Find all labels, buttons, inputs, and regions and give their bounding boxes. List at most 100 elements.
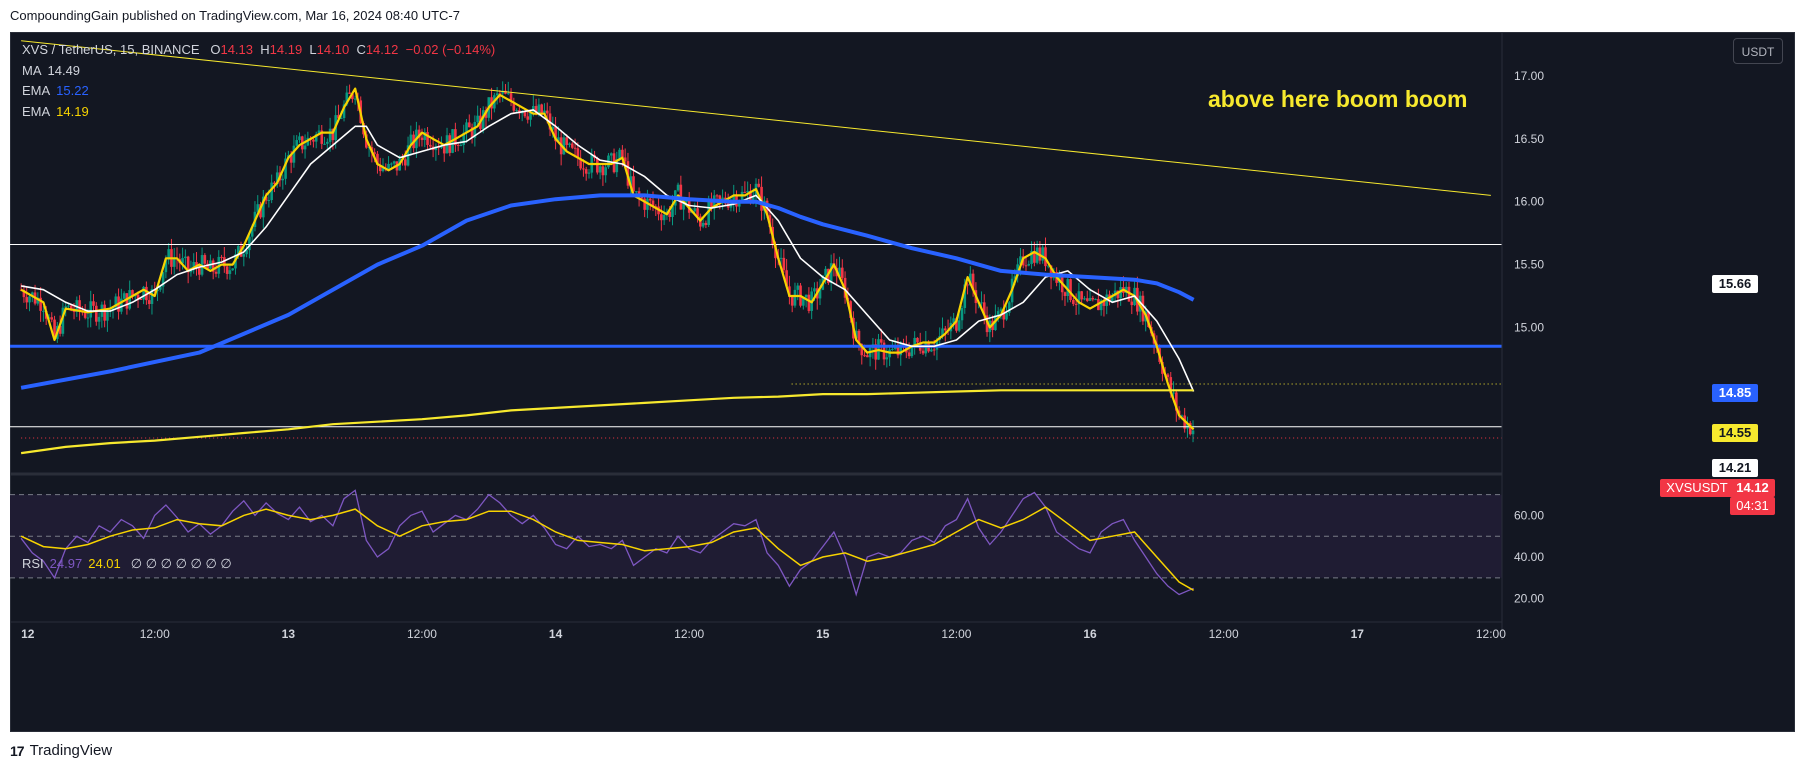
candle-body — [83, 312, 87, 318]
candle-body — [537, 104, 541, 114]
candle-body — [376, 153, 379, 165]
candle-body — [1069, 279, 1072, 300]
rsi-tick-label: 40.00 — [1514, 550, 1544, 564]
candle-body — [1172, 392, 1175, 394]
legend-ema-fast-row[interactable]: EMA 14.19 — [22, 102, 495, 123]
candle-body — [587, 172, 591, 174]
candle-body — [72, 310, 76, 312]
candle-body — [339, 118, 343, 120]
candle-body — [1041, 247, 1045, 261]
candle-body — [298, 136, 301, 141]
price-label-15-66: 15.66 — [1712, 275, 1758, 293]
candle-body — [476, 115, 479, 123]
ema-fast-label: EMA — [22, 103, 51, 119]
candle-body — [1074, 303, 1078, 305]
candle-body — [921, 350, 925, 354]
candle-body — [982, 302, 986, 316]
candle-body — [417, 129, 421, 138]
legend-ma-row[interactable]: MA 14.49 — [22, 61, 495, 82]
candle-body — [262, 196, 265, 218]
candle-body — [907, 352, 911, 357]
candle-body — [36, 297, 40, 304]
candle-body — [267, 199, 271, 201]
candle-body — [601, 166, 605, 176]
candle-body — [206, 263, 209, 269]
candle-body — [1080, 291, 1083, 300]
candle-body — [818, 289, 822, 299]
candle-body — [312, 139, 315, 142]
candle-body — [545, 110, 549, 114]
candle-body — [131, 290, 134, 297]
candle-body — [256, 204, 260, 212]
chart-canvas[interactable]: 17.00 16.50 16.00 15.50 15.00 60.00 40.00 20.00… — [10, 32, 1795, 732]
candle-body — [710, 200, 713, 209]
candle-body — [128, 290, 131, 309]
candle-body — [943, 328, 947, 331]
high-value: 14.19 — [269, 42, 303, 57]
candle-body — [785, 270, 788, 287]
price-tick-label: 15.00 — [1514, 320, 1544, 334]
rsi-legend[interactable]: RSI 24.97 24.01 ∅ ∅ ∅ ∅ ∅ ∅ ∅ — [22, 556, 232, 572]
candle-body — [1066, 279, 1070, 297]
candle-body — [840, 267, 844, 278]
price-label-14-55: 14.55 — [1712, 424, 1758, 442]
legend-ohlc-row: XVS / TetherUS, 15, BINANCE O14.13 H14.1… — [22, 40, 495, 61]
chart-frame — [10, 32, 1795, 732]
rsi-tick-label: 60.00 — [1514, 508, 1544, 522]
candle-body — [295, 140, 299, 146]
candle-body — [1027, 263, 1031, 266]
candle-body — [782, 257, 786, 271]
candle-body — [454, 129, 457, 146]
ma-line — [20, 109, 1195, 392]
candle-body — [122, 293, 126, 299]
legend-ema-slow-row[interactable]: EMA 15.22 — [22, 81, 495, 102]
candle-body — [1127, 286, 1131, 302]
rsi-line — [20, 489, 1194, 597]
candle-body — [345, 92, 349, 105]
currency-button[interactable]: USDT — [1733, 38, 1783, 64]
candle-body — [1035, 247, 1039, 263]
candle-body — [1088, 297, 1092, 301]
candle-body — [643, 198, 646, 210]
time-tick-label: 12:00 — [140, 627, 170, 641]
candle-body — [390, 163, 393, 165]
candle-body — [159, 286, 162, 290]
candle-body — [551, 126, 555, 130]
candle-body — [1180, 415, 1184, 417]
candle-body — [106, 310, 109, 321]
candle-body — [963, 284, 967, 308]
candle-body — [186, 256, 190, 273]
candle-body — [467, 122, 471, 128]
candle-body — [573, 147, 577, 149]
candle-body — [913, 337, 916, 347]
candle-body — [863, 355, 866, 357]
price-tick-label: 15.50 — [1514, 258, 1544, 272]
candle-body — [957, 320, 961, 331]
symbol-name[interactable]: XVS / TetherUS, 15, BINANCE — [22, 42, 200, 57]
candle-body — [501, 90, 504, 94]
candle-body — [718, 195, 722, 200]
candle-body — [1024, 265, 1028, 267]
ma-value: 14.49 — [47, 62, 81, 78]
candle-body — [25, 297, 29, 303]
candle-body — [721, 197, 724, 200]
candle-body — [1008, 302, 1011, 313]
candle-body — [242, 254, 246, 257]
candle-body — [743, 191, 747, 193]
candle-body — [676, 184, 680, 191]
candle-body — [1085, 298, 1089, 301]
rsi-extras: ∅ ∅ ∅ ∅ ∅ ∅ ∅ — [130, 556, 232, 571]
candle-body — [403, 159, 407, 166]
candle-body — [1191, 430, 1195, 435]
candle-body — [1063, 292, 1067, 297]
candle-body — [314, 134, 318, 142]
rsi-label: RSI — [22, 556, 44, 571]
candle-body — [532, 106, 535, 112]
change-value: −0.02 (−0.14%) — [405, 42, 496, 57]
candle-body — [331, 128, 335, 141]
candle-body — [598, 166, 602, 173]
candle-body — [326, 141, 329, 144]
candle-body — [225, 266, 229, 274]
candle-body — [704, 222, 708, 226]
candle-body — [609, 153, 613, 156]
